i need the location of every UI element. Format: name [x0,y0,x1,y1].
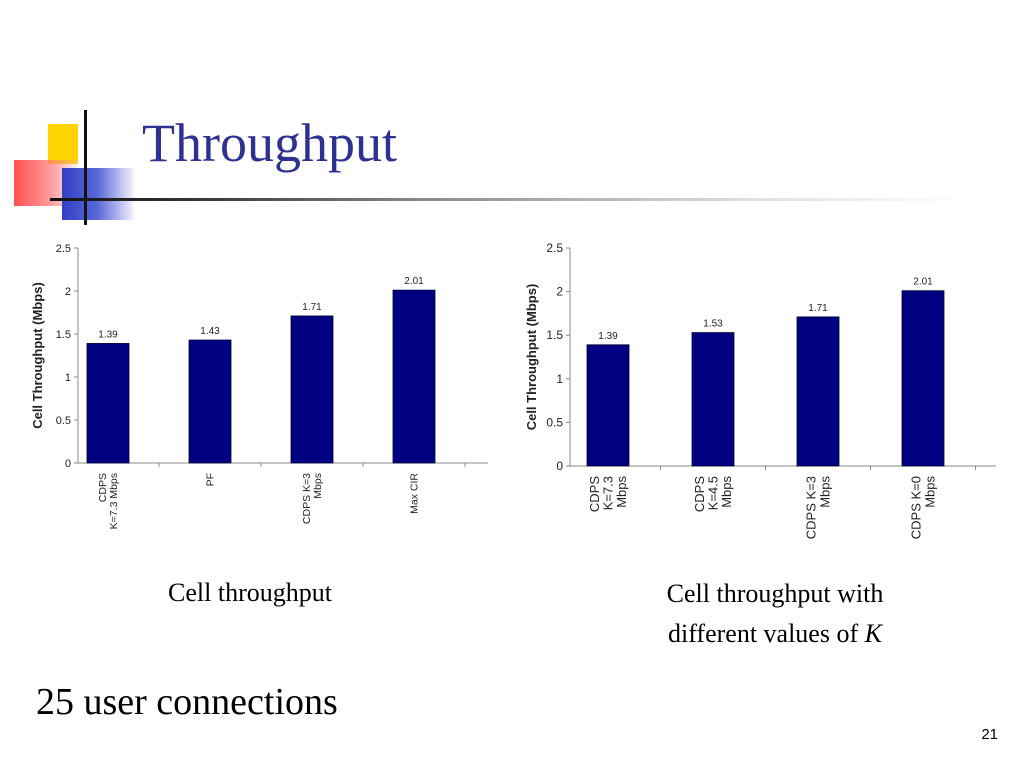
y-axis-label: Cell Throughput (Mbps) [524,284,539,431]
y-tick-label: 1 [556,372,563,386]
x-tick-label-line: Mbps [614,476,629,508]
data-label: 2.01 [913,277,933,288]
y-tick-label: 0 [65,458,71,470]
cell-throughput-chart: 0 0.5 1 1.5 2 2.5 Cell Throughput (Mbps) 1.39 CD… [30,243,488,529]
x-tick-label-line: Mbps [922,476,937,508]
slide-title: Throughput [142,113,397,173]
footer-text: 25 user connections [36,681,338,723]
x-tick-label-line: Mbps [312,473,324,499]
data-label: 2.01 [404,276,424,287]
y-tick-label: 1 [65,372,71,384]
data-label: 1.53 [703,319,723,330]
data-label: 1.71 [302,302,322,313]
bar [188,339,232,464]
y-tick-label: 2 [65,286,71,298]
bar [586,344,630,467]
x-tick-label-line: CDPS K=3 [301,473,313,524]
data-label: 1.43 [200,326,220,337]
x-tick-label-line: CDPS [587,476,602,512]
cell-throughput-k-chart: 0 0.5 1 1.5 2 2.5 Cell Throughput (Mbps) 1.39 CD… [524,241,996,540]
caption-right-prefix: different values of [668,619,865,648]
bar [392,289,436,464]
y-tick-label: 0.5 [56,415,71,427]
x-tick-label-line: K=4.5 [706,476,721,510]
x-tick-label: PF [205,473,217,486]
caption-left: Cell throughput [168,578,332,607]
bar [901,290,945,467]
x-tick-label-line: CDPS K=0 [909,476,924,539]
x-tick-label-line: CDPS [97,473,109,502]
x-tick-label-line: Max CIR [409,473,421,514]
x-tick-label-line: PF [205,473,217,486]
bar [290,315,334,464]
x-tick-label-line: CDPS [692,476,707,512]
x-tick-label-line: K=7.3 Mbps [108,473,120,529]
bar [86,343,130,464]
page-number: 21 [981,726,998,743]
decor-blue-square [62,168,134,220]
x-tick-label-line: K=7.3 [601,476,616,510]
x-tick-label-line: Mbps [719,476,734,508]
y-tick-label: 1.5 [546,328,563,342]
caption-right-line1: Cell throughput with [666,579,884,608]
x-tick-label-line: CDPS K=3 [804,476,819,539]
decor-vertical-line [84,110,87,225]
y-tick-label: 2 [556,285,563,299]
x-tick-label: Max CIR [409,473,421,514]
data-label: 1.71 [808,303,828,314]
caption-right-variable: K [864,619,882,648]
x-tick-label-line: Mbps [817,476,832,508]
caption-right: Cell throughput with different values of… [600,574,950,654]
decor-yellow-square [48,124,78,164]
bar [796,316,840,467]
y-tick-label: 1.5 [56,329,71,341]
data-label: 1.39 [598,331,618,342]
x-tick-label: CDPS K=7.3 Mbps [97,473,120,529]
bar [691,332,735,467]
title-underline [50,198,970,201]
data-label: 1.39 [98,329,118,340]
caption-right-line2: different values of K [600,614,950,654]
y-tick-label: 2.5 [546,241,563,255]
y-tick-label: 2.5 [56,243,71,255]
y-tick-label: 0 [556,459,563,473]
y-axis-label: Cell Throughput (Mbps) [30,282,45,429]
y-tick-label: 0.5 [546,415,563,429]
